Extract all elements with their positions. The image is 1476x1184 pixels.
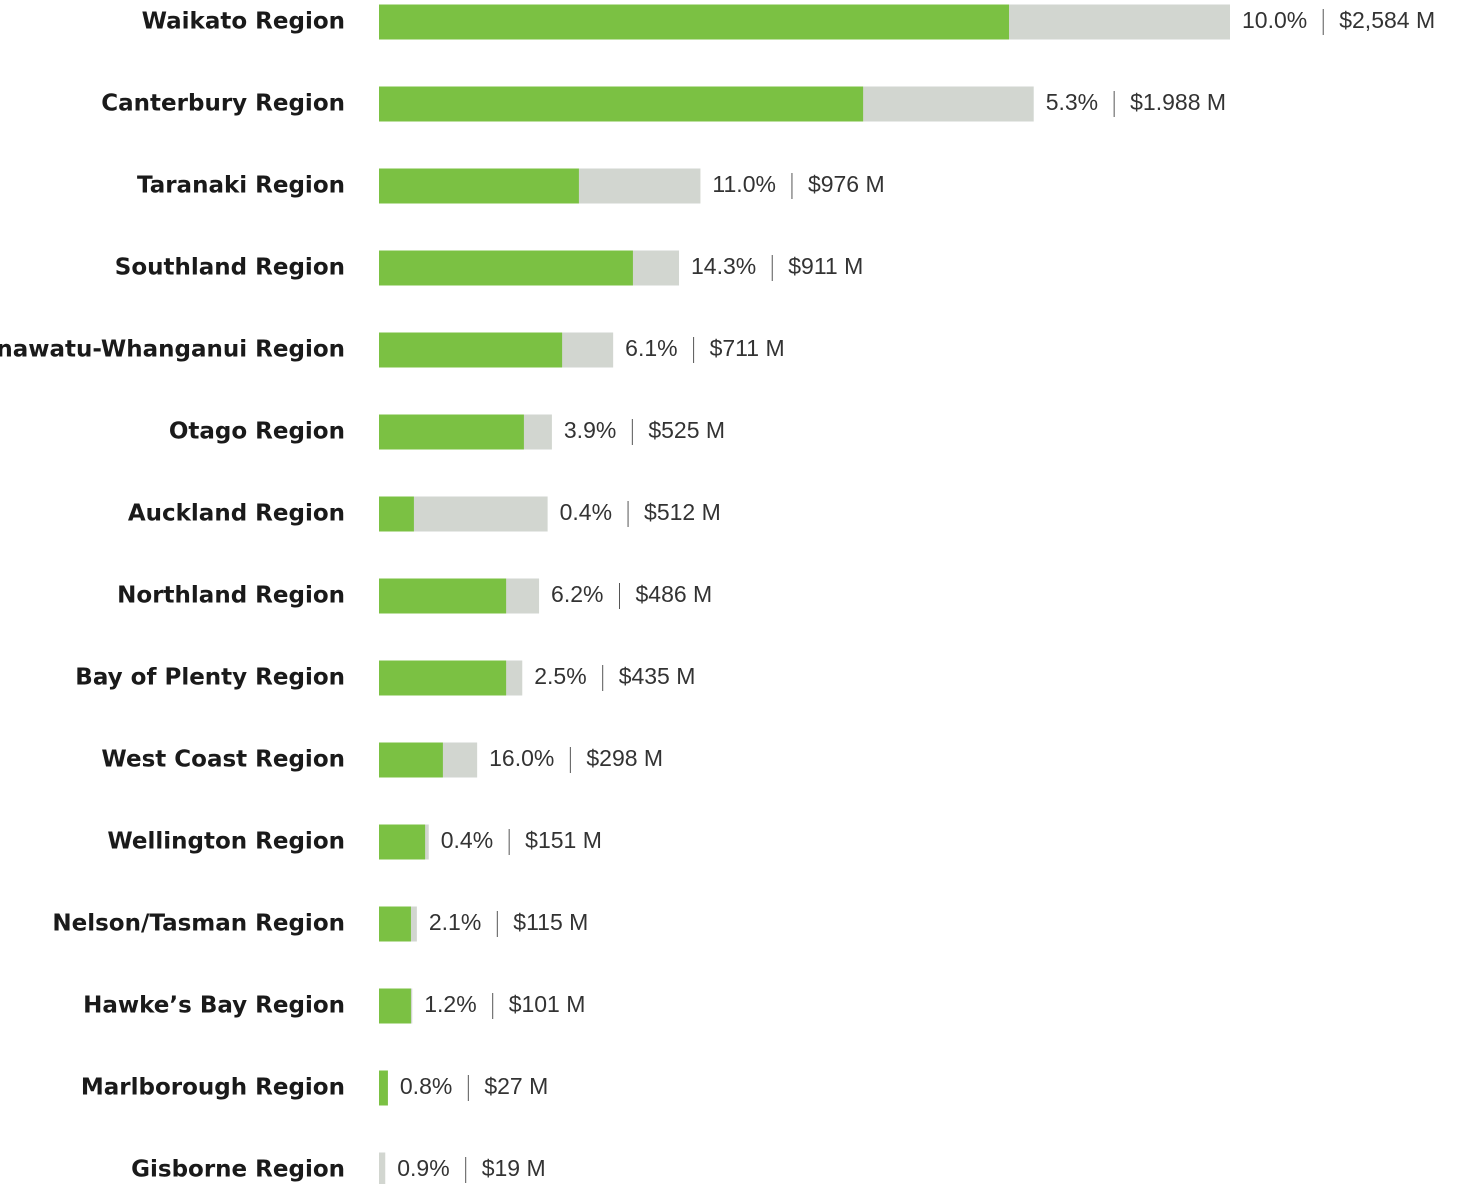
rate-label: 5.3%: [1046, 89, 1098, 115]
bar: [379, 1070, 388, 1106]
bar: [379, 332, 563, 368]
rate-label: 14.3%: [691, 253, 756, 279]
category-label: Nelson/Tasman Region: [52, 911, 345, 937]
category-label: Taranaki Region: [137, 173, 345, 199]
category-label: West Coast Region: [101, 747, 345, 773]
rate-label: 6.1%: [625, 335, 677, 361]
category-label: Northland Region: [117, 583, 345, 609]
value-label: $19 M: [482, 1155, 546, 1181]
value-label: $151 M: [525, 827, 602, 853]
bar: [379, 250, 633, 286]
rate-label: 0.9%: [397, 1155, 449, 1181]
rate-label: 10.0%: [1242, 7, 1307, 33]
value-label: $486 M: [635, 581, 712, 607]
value-label: $512 M: [644, 499, 721, 525]
value-label: $435 M: [619, 663, 696, 689]
value-label: $27 M: [484, 1073, 548, 1099]
bar: [379, 906, 411, 942]
category-label: Marlborough Region: [81, 1075, 345, 1101]
value-label: $101 M: [509, 991, 586, 1017]
rate-label: 6.2%: [551, 581, 603, 607]
category-label: Gisborne Region: [131, 1157, 345, 1183]
rate-label: 1.2%: [424, 991, 476, 1017]
rate-label: 2.5%: [534, 663, 586, 689]
bar: [379, 1152, 386, 1184]
category-label: Canterbury Region: [101, 91, 345, 117]
rate-label: 0.4%: [441, 827, 493, 853]
category-label: Bay of Plenty Region: [75, 665, 345, 691]
bar: [379, 824, 426, 860]
value-label: $115 M: [513, 909, 588, 935]
rate-label: 16.0%: [489, 745, 554, 771]
bar: [379, 660, 507, 696]
bar: [379, 86, 864, 122]
value-label: $525 M: [648, 417, 725, 443]
bar: [379, 168, 579, 204]
category-label: Southland Region: [115, 255, 345, 281]
bar: [379, 414, 524, 450]
rate-label: 3.9%: [564, 417, 616, 443]
bar: [379, 578, 507, 614]
value-label: $1.988 M: [1130, 89, 1226, 115]
rate-label: 2.1%: [429, 909, 481, 935]
category-label: Otago Region: [169, 419, 345, 445]
category-label: Hawke’s Bay Region: [83, 993, 345, 1019]
value-label: $711 M: [710, 335, 785, 361]
category-label: Wellington Region: [107, 829, 345, 855]
value-label: $2,584 M: [1339, 7, 1435, 33]
rate-label: 11.0%: [712, 171, 776, 197]
category-label: Waikato Region: [142, 9, 345, 35]
rate-label: 0.8%: [400, 1073, 452, 1099]
value-label: $976 M: [808, 171, 885, 197]
rate-label: 0.4%: [560, 499, 612, 525]
category-label: Manawatu-Whanganui Region: [0, 337, 345, 363]
bar: [379, 4, 1010, 40]
bar: [379, 496, 414, 532]
value-label: $911 M: [788, 253, 863, 279]
bar: [379, 742, 443, 778]
bar: [379, 988, 411, 1024]
value-label: $298 M: [586, 745, 663, 771]
category-label: Auckland Region: [128, 501, 345, 527]
